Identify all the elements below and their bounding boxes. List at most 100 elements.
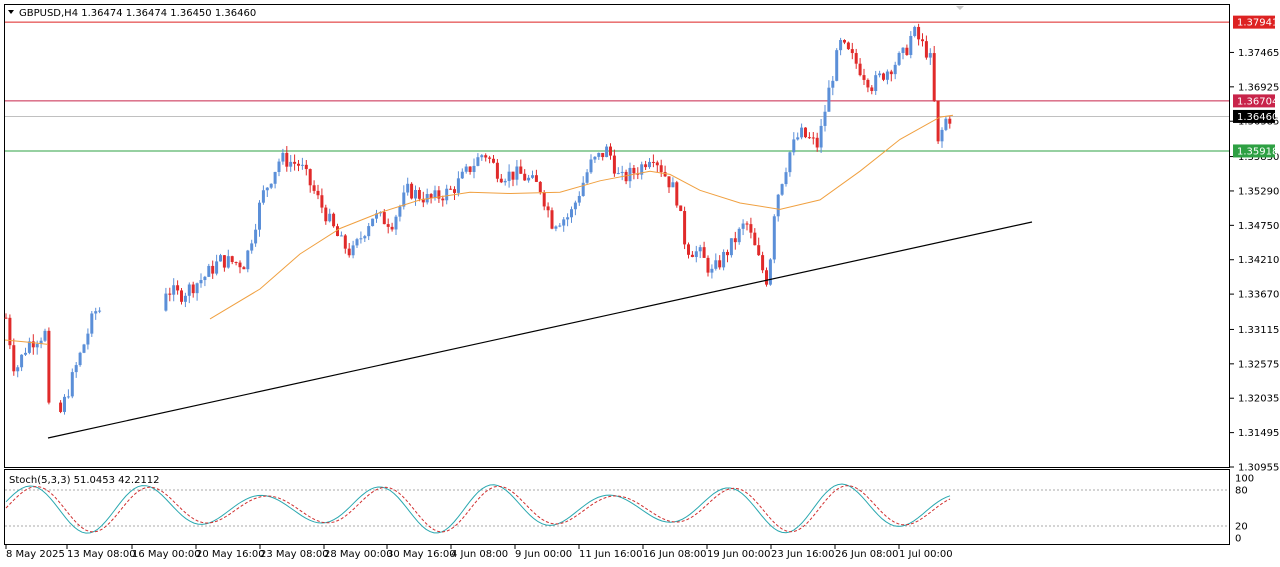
bull-candle[interactable]: [74, 365, 78, 373]
bull-candle[interactable]: [694, 251, 698, 258]
bear-candle[interactable]: [534, 175, 538, 182]
bear-candle[interactable]: [437, 190, 441, 199]
bull-candle[interactable]: [66, 396, 70, 398]
bull-candle[interactable]: [187, 284, 191, 296]
bull-candle[interactable]: [800, 127, 804, 138]
bull-candle[interactable]: [597, 152, 601, 157]
bear-candle[interactable]: [870, 87, 874, 92]
bull-candle[interactable]: [265, 187, 269, 191]
bull-candle[interactable]: [792, 139, 796, 153]
bull-candle[interactable]: [195, 283, 199, 294]
bear-candle[interactable]: [191, 284, 195, 294]
bull-candle[interactable]: [199, 280, 203, 284]
bear-candle[interactable]: [542, 192, 546, 207]
bull-candle[interactable]: [507, 171, 511, 181]
bull-candle[interactable]: [339, 235, 343, 237]
bear-candle[interactable]: [511, 171, 515, 180]
bull-candle[interactable]: [24, 352, 27, 355]
bear-candle[interactable]: [655, 162, 659, 166]
bear-candle[interactable]: [312, 185, 316, 191]
bull-candle[interactable]: [445, 188, 449, 201]
bull-candle[interactable]: [172, 285, 176, 295]
bear-candle[interactable]: [690, 254, 694, 258]
bull-candle[interactable]: [300, 164, 304, 166]
trendline[interactable]: [47, 221, 1033, 439]
bull-candle[interactable]: [593, 156, 597, 160]
bull-candle[interactable]: [885, 71, 889, 80]
bull-candle[interactable]: [86, 333, 90, 345]
bull-candle[interactable]: [82, 344, 86, 353]
bear-candle[interactable]: [386, 224, 390, 227]
bear-candle[interactable]: [316, 190, 320, 196]
bear-candle[interactable]: [320, 195, 324, 208]
bear-candle[interactable]: [601, 152, 605, 158]
bear-candle[interactable]: [706, 257, 710, 273]
bull-candle[interactable]: [566, 217, 570, 220]
bear-candle[interactable]: [4, 317, 8, 319]
bear-candle[interactable]: [429, 194, 433, 199]
bull-candle[interactable]: [901, 47, 905, 53]
bull-candle[interactable]: [371, 218, 375, 227]
bull-candle[interactable]: [246, 250, 250, 270]
bear-candle[interactable]: [882, 73, 885, 80]
bear-candle[interactable]: [492, 158, 495, 163]
bull-candle[interactable]: [273, 171, 277, 184]
bull-candle[interactable]: [351, 245, 355, 256]
bull-candle[interactable]: [648, 161, 651, 168]
bull-candle[interactable]: [784, 172, 788, 185]
bull-candle[interactable]: [363, 236, 367, 239]
bear-candle[interactable]: [8, 317, 12, 346]
bear-candle[interactable]: [846, 42, 850, 50]
bear-candle[interactable]: [624, 171, 628, 182]
bear-candle[interactable]: [924, 41, 928, 58]
bull-candle[interactable]: [698, 247, 702, 252]
bull-candle[interactable]: [250, 243, 254, 251]
bull-candle[interactable]: [203, 276, 207, 281]
bull-candle[interactable]: [831, 80, 835, 88]
bear-candle[interactable]: [332, 213, 336, 227]
bear-candle[interactable]: [675, 182, 679, 206]
bull-candle[interactable]: [281, 152, 285, 162]
bull-candle[interactable]: [710, 268, 714, 273]
bull-candle[interactable]: [464, 166, 468, 172]
bull-candle[interactable]: [20, 354, 24, 368]
bull-candle[interactable]: [780, 184, 784, 195]
bear-candle[interactable]: [936, 100, 940, 142]
bull-candle[interactable]: [98, 310, 102, 312]
bull-candle[interactable]: [414, 190, 417, 199]
bear-candle[interactable]: [234, 262, 238, 264]
bear-candle[interactable]: [889, 71, 893, 75]
bear-candle[interactable]: [390, 226, 394, 230]
bull-candle[interactable]: [70, 372, 74, 397]
bear-candle[interactable]: [644, 164, 648, 168]
bear-candle[interactable]: [632, 167, 636, 174]
bull-candle[interactable]: [819, 125, 823, 148]
bull-candle[interactable]: [616, 173, 620, 175]
bull-candle[interactable]: [796, 137, 800, 140]
bull-candle[interactable]: [878, 73, 882, 76]
bear-candle[interactable]: [921, 39, 924, 42]
bull-candle[interactable]: [406, 183, 410, 193]
bear-candle[interactable]: [31, 341, 35, 348]
bull-candle[interactable]: [27, 341, 31, 353]
bear-candle[interactable]: [687, 244, 690, 255]
bear-candle[interactable]: [745, 223, 749, 225]
bull-candle[interactable]: [562, 219, 566, 226]
bull-candle[interactable]: [909, 35, 913, 55]
bear-candle[interactable]: [761, 255, 765, 271]
bear-candle[interactable]: [347, 248, 351, 256]
bull-candle[interactable]: [741, 223, 745, 229]
bear-candle[interactable]: [749, 224, 753, 233]
bear-candle[interactable]: [499, 178, 503, 183]
bull-candle[interactable]: [289, 161, 293, 167]
bull-candle[interactable]: [589, 159, 593, 173]
bull-candle[interactable]: [585, 172, 589, 183]
bear-candle[interactable]: [308, 169, 312, 186]
bull-candle[interactable]: [581, 182, 585, 196]
bull-candle[interactable]: [258, 202, 261, 230]
bull-candle[interactable]: [226, 256, 230, 268]
bull-candle[interactable]: [402, 192, 406, 207]
bull-candle[interactable]: [527, 177, 531, 181]
bull-candle[interactable]: [394, 216, 398, 230]
